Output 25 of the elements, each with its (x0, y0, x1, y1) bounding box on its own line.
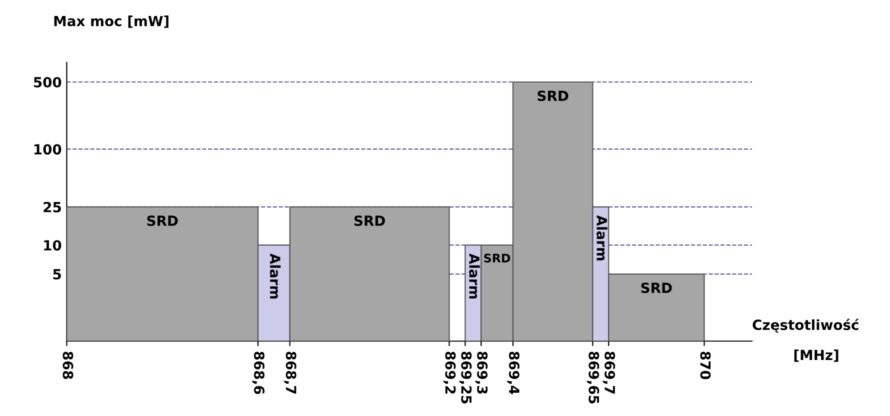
data-label: SRD (641, 282, 672, 294)
x-tick-label: 869,4 (507, 352, 520, 394)
y-tick-label: 500 (34, 76, 62, 88)
data-label: SRD (484, 254, 510, 263)
x-tick-label: 869,25 (459, 352, 472, 404)
y-tick-label: 5 (53, 269, 61, 280)
data-label: SRD (354, 215, 385, 226)
x-tick-label: 868,7 (284, 352, 296, 394)
x-tick-label: 870 (700, 352, 711, 380)
data-label: SRD (538, 90, 568, 102)
x-tick-label: 869,65 (586, 352, 600, 404)
data-label: Alarm (270, 254, 281, 299)
x-tick-label: 868 (62, 352, 74, 379)
y-tick-label: 25 (44, 202, 61, 212)
data-label: SRD (147, 215, 178, 226)
y-tick-label: 100 (34, 144, 62, 155)
y-tick-label: 10 (44, 240, 62, 251)
x-tick-label: 869,3 (475, 352, 488, 394)
data-label: Alarm (596, 215, 608, 260)
text: Częstotliwość [MHz] (752, 318, 859, 362)
x-tick-label: 869,2 (443, 352, 456, 394)
data-label: Alarm (469, 254, 480, 299)
x-tick-label: 869,7 (602, 352, 616, 394)
x-tick-label: 868,6 (252, 352, 264, 394)
y-axis-title: Max moc [mW] (54, 16, 168, 28)
